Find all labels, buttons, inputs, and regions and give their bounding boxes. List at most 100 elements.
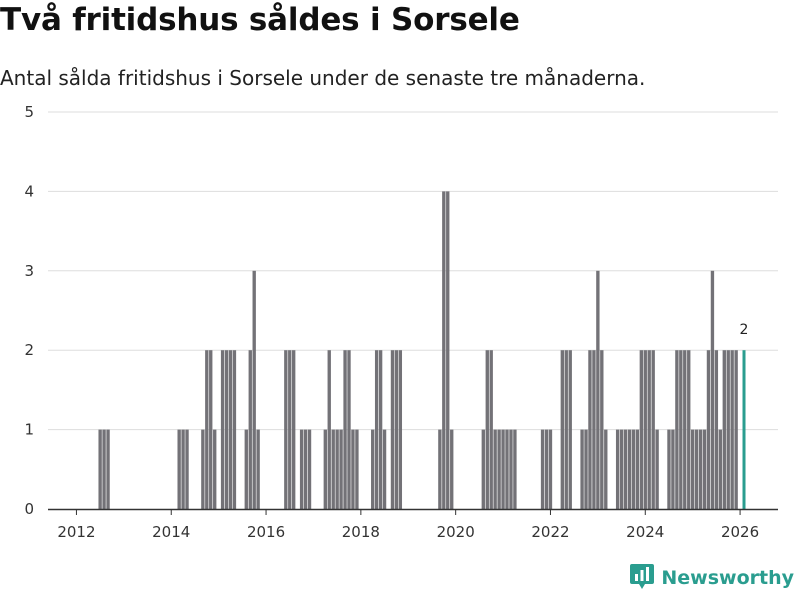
bar [481, 429, 485, 509]
data-label: 2 [740, 322, 749, 338]
bar [722, 350, 726, 509]
bar [232, 350, 237, 509]
x-tick-label: 2016 [247, 523, 285, 541]
bar [213, 429, 217, 509]
bar [292, 350, 296, 509]
bar [288, 350, 292, 509]
bar [394, 350, 399, 509]
bar [497, 429, 501, 509]
bar [327, 350, 331, 509]
bar-chart-badge-icon [629, 562, 655, 594]
bar [382, 429, 387, 509]
bar [596, 270, 600, 509]
x-tick-label: 2022 [531, 523, 569, 541]
bar [331, 429, 335, 509]
bar-highlight [742, 350, 746, 509]
bar [690, 429, 695, 509]
bar [185, 429, 189, 509]
bar [706, 350, 711, 509]
y-tick-label: 1 [24, 421, 34, 439]
bar [544, 429, 549, 509]
bar [615, 429, 620, 509]
bar [655, 429, 659, 509]
bar [623, 429, 628, 509]
bar [702, 429, 707, 509]
bar [604, 429, 608, 509]
bar [667, 429, 671, 509]
bar [378, 350, 383, 509]
bar [256, 429, 260, 509]
bar [698, 429, 703, 509]
bar [564, 350, 568, 509]
bar [347, 350, 351, 509]
brand-name: Newsworthy [661, 567, 794, 589]
y-tick-label: 4 [24, 182, 34, 200]
bar [639, 350, 644, 509]
x-tick-label: 2018 [342, 523, 380, 541]
axes: 0 1 2 3 4 5 2012 2014 2016 2018 2020 2022 2024 2026 [24, 103, 778, 541]
bar [501, 429, 505, 509]
bar [643, 350, 647, 509]
bar [647, 350, 651, 509]
bar [505, 429, 509, 509]
bar [631, 429, 636, 509]
bar [335, 429, 339, 509]
bar [220, 350, 225, 509]
bar [450, 429, 454, 509]
bar [730, 350, 734, 509]
y-tick-label: 5 [24, 103, 34, 121]
annotations: 2 [740, 322, 749, 338]
bar [371, 429, 375, 509]
newsworthy-logo: Newsworthy [629, 562, 794, 594]
bar [299, 429, 304, 509]
bar-chart: 0 1 2 3 4 5 2012 2014 2016 2018 2020 2022 2024 2026 2 [24, 103, 778, 541]
bar [228, 350, 233, 509]
bar [244, 429, 248, 509]
bar [181, 429, 185, 509]
bar [679, 350, 683, 509]
bar [548, 429, 553, 509]
chart-title: Två fritidshus såldes i Sorsele [0, 2, 520, 38]
bar [224, 350, 229, 509]
bar [714, 350, 719, 509]
bar [600, 350, 604, 509]
bar [651, 350, 655, 509]
bar [509, 429, 513, 509]
x-tick-label: 2012 [57, 523, 95, 541]
bar [102, 429, 106, 509]
y-gridlines [48, 111, 778, 431]
bar [675, 350, 679, 509]
bar [485, 350, 489, 509]
bar [710, 270, 715, 509]
chart-subtitle: Antal sålda fritidshus i Sorsele under d… [0, 66, 646, 90]
bar [351, 429, 355, 509]
bar [284, 350, 288, 509]
y-tick-label: 2 [24, 341, 34, 359]
bar [584, 429, 588, 509]
bar [588, 350, 592, 509]
bar [438, 429, 442, 509]
bar [683, 350, 687, 509]
bar [303, 429, 308, 509]
bar [248, 350, 252, 509]
bar [442, 191, 446, 509]
bar [493, 429, 497, 509]
bar [540, 429, 545, 509]
bar [390, 350, 395, 509]
bars [98, 191, 746, 509]
bar [307, 429, 312, 509]
bar [106, 429, 110, 509]
bar [627, 429, 632, 509]
x-tick-label: 2024 [626, 523, 664, 541]
bar [209, 350, 213, 509]
bar [489, 350, 493, 509]
bar [718, 429, 722, 509]
x-tick-label: 2014 [152, 523, 190, 541]
bar [560, 350, 564, 509]
bar [671, 429, 675, 509]
bar [734, 350, 738, 509]
bar [201, 429, 205, 509]
bar [687, 350, 691, 509]
bar [592, 350, 596, 509]
bar [355, 429, 359, 509]
